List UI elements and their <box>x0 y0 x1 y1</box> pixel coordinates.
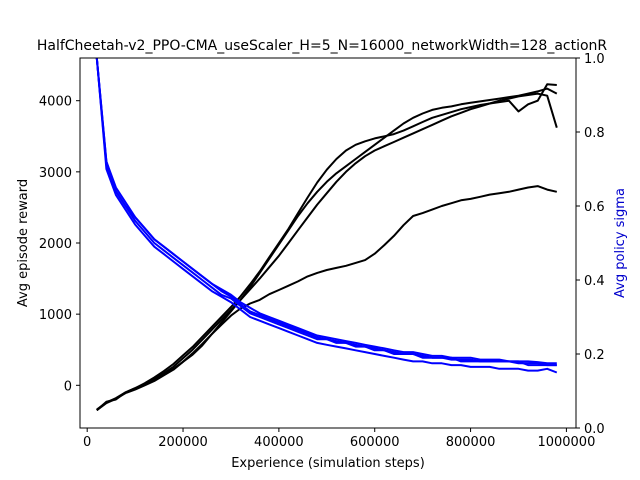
y2-tick-label: 0.2 <box>584 348 605 363</box>
y-axis-label: Avg episode reward <box>16 179 31 307</box>
y2-tick-label: 1.0 <box>584 52 605 67</box>
y2-tick-label: 0.8 <box>584 126 605 141</box>
x-tick-label: 1000000 <box>537 435 595 450</box>
y-tick-label: 1000 <box>39 308 72 323</box>
y2-tick-label: 0.4 <box>584 274 605 289</box>
y-tick-label: 4000 <box>39 95 72 110</box>
reward-line-1 <box>96 185 558 411</box>
reward-line-4 <box>96 83 557 411</box>
reward-line-2 <box>96 87 558 412</box>
chart-title: HalfCheetah-v2_PPO-CMA_useScaler_H=5_N=1… <box>37 38 608 54</box>
x-tick-label: 200000 <box>158 435 208 450</box>
x-tick-label: 600000 <box>350 435 400 450</box>
y-tick-label: 0 <box>64 379 72 394</box>
y-tick-label: 2000 <box>39 237 72 252</box>
y2-tick-label: 0.6 <box>584 200 605 215</box>
reward-line-3 <box>96 92 558 411</box>
x-tick-label: 0 <box>83 435 91 450</box>
x-tick-label: 800000 <box>446 435 496 450</box>
y2-tick-label: 0.0 <box>584 422 605 437</box>
y2-axis-label: Avg policy sigma <box>613 188 628 298</box>
sigma-line-7 <box>95 58 557 365</box>
x-tick-label: 400000 <box>254 435 304 450</box>
sigma-line-8 <box>95 58 558 374</box>
y-tick-label: 3000 <box>39 166 72 181</box>
x-axis-label: Experience (simulation steps) <box>231 456 425 471</box>
